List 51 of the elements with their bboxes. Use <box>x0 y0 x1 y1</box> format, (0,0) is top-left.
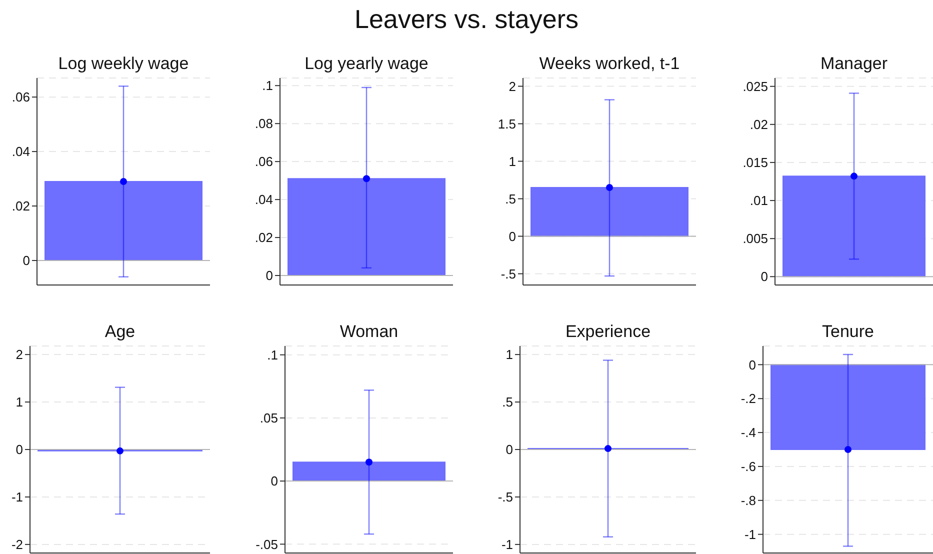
chart-title: Woman <box>338 322 400 342</box>
y-tick-label: .02 <box>750 117 768 132</box>
y-tick-label: 1 <box>506 347 513 362</box>
y-tick-label: 0 <box>16 442 23 458</box>
y-tick-label: 1.5 <box>498 116 516 132</box>
y-tick-label: .05 <box>260 410 278 426</box>
y-tick-label: 2 <box>16 347 23 362</box>
chart-title: Weeks worked, t-1 <box>538 54 681 74</box>
y-tick-label: 0 <box>508 228 516 244</box>
y-tick-label: .02 <box>12 198 30 214</box>
y-tick-label: .04 <box>254 192 273 208</box>
y-tick-label: .01 <box>750 193 768 208</box>
y-tick-label: 1 <box>16 394 23 410</box>
y-tick-label: .5 <box>502 394 513 410</box>
chart-title: Age <box>104 322 136 342</box>
y-tick-label: .04 <box>12 144 30 160</box>
y-tick-label: .06 <box>12 90 30 105</box>
y-tick-label: -1 <box>501 537 513 552</box>
y-tick-label: -.5 <box>500 266 516 282</box>
y-tick-label: 0 <box>270 474 278 489</box>
y-tick-label: -.5 <box>498 490 513 505</box>
text: Leavers vs. stayers <box>354 4 580 34</box>
y-tick-label: -.6 <box>740 459 756 474</box>
y-tick-label: .015 <box>742 155 768 170</box>
y-tick-label: .02 <box>254 230 273 246</box>
chart-title: Log weekly wage <box>57 54 190 74</box>
y-tick-label: 1 <box>508 154 516 169</box>
y-tick-label: 0 <box>760 269 768 284</box>
y-tick-label: .08 <box>254 116 273 132</box>
y-tick-label: .5 <box>505 191 516 206</box>
y-tick-label: .06 <box>254 154 273 170</box>
y-tick-label: 0 <box>266 268 273 284</box>
y-tick-label: 2 <box>508 78 516 94</box>
y-tick-label: .005 <box>742 231 768 246</box>
chart-title: Log yearly wage <box>304 54 430 74</box>
y-tick-label: -.4 <box>740 425 756 440</box>
y-tick-label: .1 <box>262 78 273 94</box>
y-tick-label: 0 <box>22 253 30 268</box>
y-tick-label: -.2 <box>740 391 756 406</box>
chart-title: Experience <box>564 322 652 342</box>
y-tick-label: -2 <box>11 537 23 552</box>
y-tick-label: -.05 <box>256 536 278 552</box>
y-tick-label: -1 <box>11 490 23 505</box>
y-tick-label: .025 <box>742 78 768 94</box>
chart-title: Tenure <box>821 322 875 342</box>
y-tick-label: 0 <box>748 357 756 372</box>
chart-title: Manager <box>819 54 889 74</box>
y-tick-label: -1 <box>744 526 756 542</box>
y-tick-label: -.8 <box>740 493 756 508</box>
y-tick-label: 0 <box>506 442 513 458</box>
y-tick-label: .1 <box>267 347 278 362</box>
